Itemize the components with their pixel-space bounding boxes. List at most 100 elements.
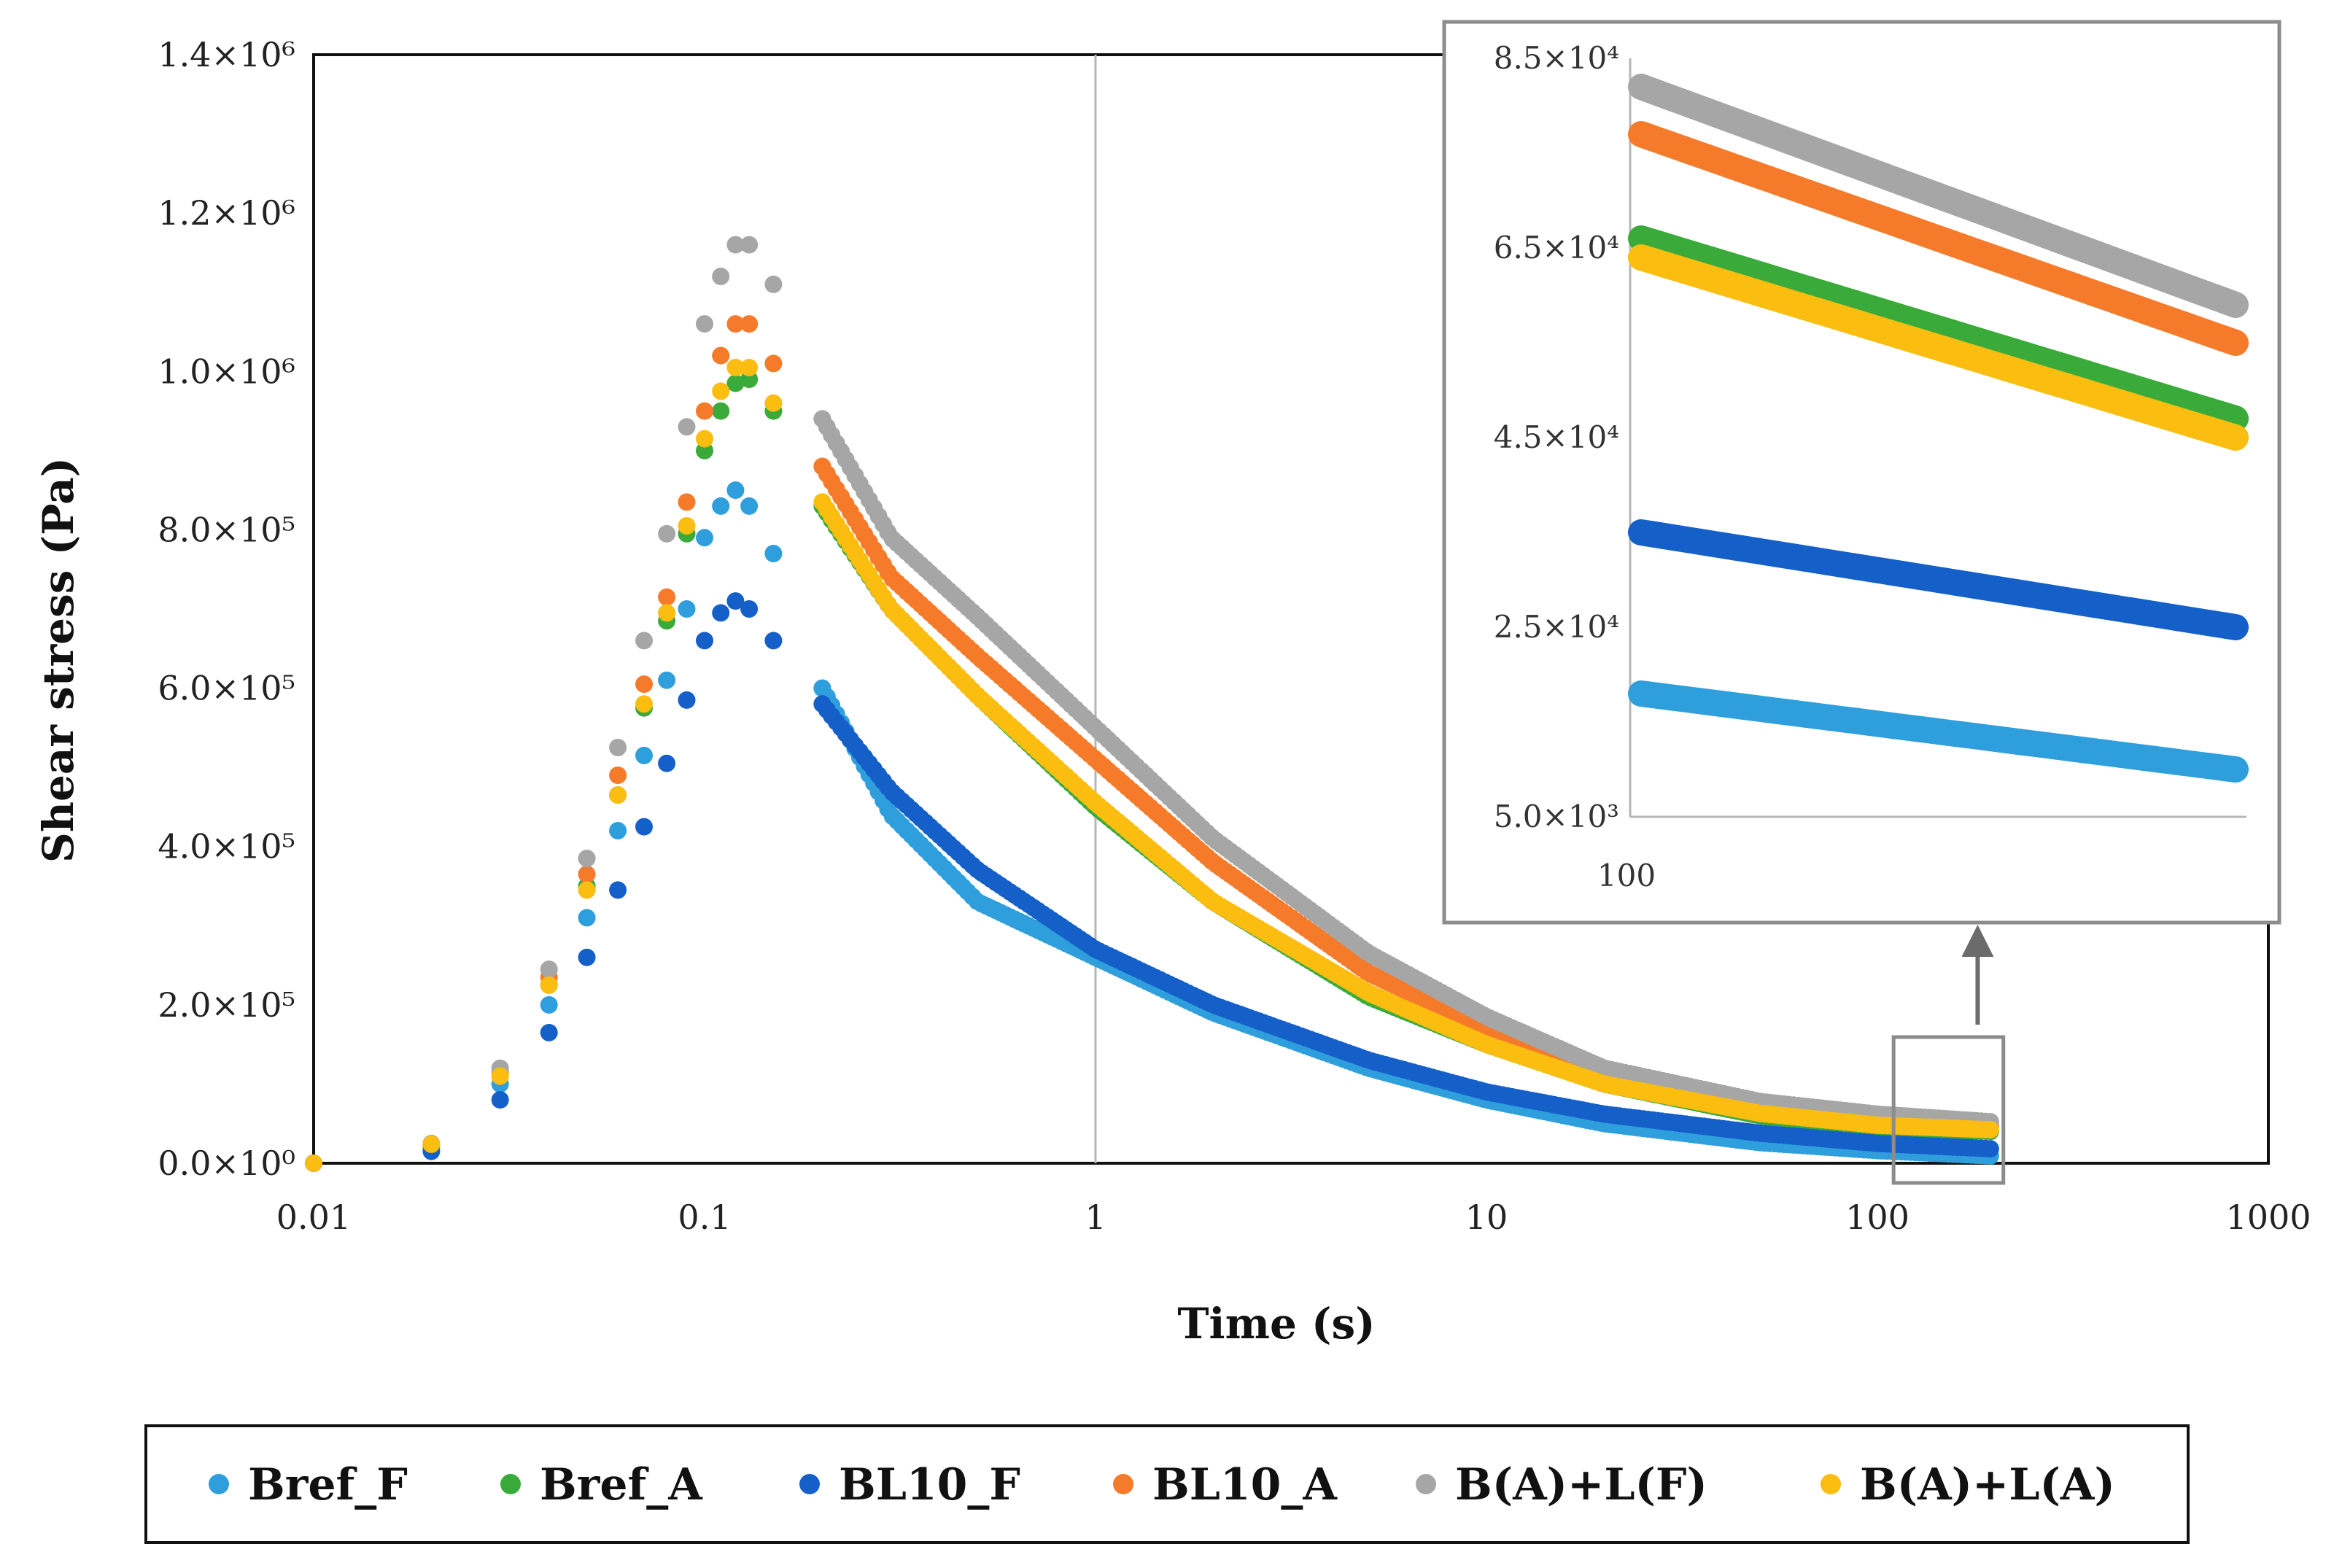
inset-band-B(A)+L(F) <box>1628 74 2249 318</box>
point-B(A)+L(F)-11 <box>726 236 745 254</box>
point-B(A)+L(A)-5 <box>609 786 627 804</box>
point-BL10_F-6 <box>635 818 653 836</box>
point-B(A)+L(A)-7 <box>658 604 676 622</box>
point-BL10_A-8 <box>678 493 696 511</box>
x-tick-label-0: 0.01 <box>276 1198 351 1237</box>
point-BL10_A-10 <box>712 346 730 365</box>
legend-label-BL10_F: BL10_F <box>839 1459 1020 1510</box>
point-B(A)+L(A)-9 <box>696 430 713 448</box>
inset-plot: 5.0×10³ 2.5×10⁴ 4.5×10⁴ 6.5×10⁴ 8.5×10⁴ 100 <box>1442 20 2281 925</box>
main-plot: 0.01 0.1 1 10 100 1000 0.0×10⁰ 2.0×10⁵ 4.0×10⁵ 6.… <box>158 35 2311 1237</box>
point-B(A)+L(A)-11 <box>726 358 745 376</box>
point-B(A)+L(F)-5 <box>609 739 627 756</box>
point-BL10_F-2 <box>491 1091 509 1109</box>
inset-y-tick-label-4: 8.5×10⁴ <box>1494 40 1619 76</box>
inset-series-BL10_A <box>1628 121 2249 356</box>
x-tick-label-2: 1 <box>1085 1198 1106 1237</box>
y-tick-label-1: 2.0×10⁵ <box>158 985 295 1025</box>
point-BL10_A-5 <box>609 766 627 784</box>
legend-frame <box>144 1424 2190 1544</box>
point-B(A)+L(A)-0 <box>305 1154 322 1172</box>
point-B(A)+L(F)-13 <box>764 275 783 293</box>
legend: Bref_F Bref_A BL10_F BL10_A B(A)+L(F) B(A)+L(… <box>144 1424 2190 1544</box>
point-BL10_F-8 <box>678 691 696 709</box>
point-B(A)+L(A)-2 <box>491 1067 509 1085</box>
point-BL10_A-4 <box>578 865 596 883</box>
inset-band-B(A)+L(A) <box>1628 244 2249 451</box>
inset-band-BL10_A <box>1628 121 2249 356</box>
inset-band-BL10_F <box>1628 519 2249 640</box>
point-B(A)+L(F)-6 <box>635 632 653 650</box>
point-BL10_F-5 <box>609 881 627 899</box>
point-B(A)+L(A)-4 <box>578 881 596 899</box>
inset-series-Bref_A <box>1628 225 2249 432</box>
y-tick-label-7: 1.4×10⁶ <box>158 35 295 74</box>
point-BL10_A-6 <box>635 675 653 694</box>
point-Bref_F-3 <box>540 995 558 1014</box>
inset-series-B(A)+L(A) <box>1628 244 2249 451</box>
point-B(A)+L(F)-12 <box>740 236 759 254</box>
point-Bref_F-7 <box>658 671 676 689</box>
inset-series-BL10_F <box>1628 519 2249 640</box>
inset-y-tick-label-3: 6.5×10⁴ <box>1494 230 1619 265</box>
inset-y-tick-label-0: 5.0×10³ <box>1494 799 1619 834</box>
point-B(A)+L(F)-10 <box>712 268 730 285</box>
point-BL10_F-4 <box>578 948 596 966</box>
legend-label-B(A)+L(F): B(A)+L(F) <box>1455 1459 1707 1510</box>
point-B(A)+L(F)-9 <box>696 315 713 333</box>
inset-x-tick-label-0: 100 <box>1597 858 1656 893</box>
inset-series-Bref_F <box>1628 680 2249 783</box>
legend-label-BL10_A: BL10_A <box>1152 1459 1338 1510</box>
point-B(A)+L(A)-12 <box>740 358 759 376</box>
point-BL10_F-10 <box>712 604 730 622</box>
point-BL10_F-7 <box>658 754 676 772</box>
point-Bref_F-6 <box>635 746 653 764</box>
inset-band-Bref_A <box>1628 225 2249 432</box>
point-B(A)+L(A)-1 <box>422 1135 441 1153</box>
point-B(A)+L(A)-6 <box>635 695 653 713</box>
point-B(A)+L(F)-3 <box>540 960 558 978</box>
legend-marker-Bref_A <box>500 1474 521 1494</box>
point-BL10_A-13 <box>764 354 783 373</box>
point-B(A)+L(A)-3 <box>540 976 558 994</box>
point-BL10_A-7 <box>658 588 676 606</box>
point-B(A)+L(F)-7 <box>658 524 676 543</box>
point-Bref_F-12 <box>740 497 759 515</box>
point-Bref_F-13 <box>764 545 783 562</box>
inset-y-tick-label-1: 2.5×10⁴ <box>1494 609 1619 645</box>
legend-marker-B(A)+L(A) <box>1821 1474 1841 1494</box>
point-BL10_F-9 <box>696 632 713 650</box>
x-axis-title: Time (s) <box>1177 1299 1375 1348</box>
y-tick-label-0: 0.0×10⁰ <box>158 1144 295 1183</box>
y-tick-label-6: 1.2×10⁶ <box>158 193 295 233</box>
y-tick-label-4: 8.0×10⁵ <box>158 510 295 549</box>
point-Bref_F-4 <box>578 909 596 927</box>
y-tick-label-3: 6.0×10⁵ <box>158 669 295 708</box>
point-B(A)+L(F)-4 <box>578 850 596 867</box>
point-Bref_F-9 <box>696 529 713 547</box>
x-tick-label-5: 1000 <box>2225 1198 2311 1237</box>
y-tick-label-5: 1.0×10⁶ <box>158 352 295 391</box>
series-BL10_F <box>305 592 1999 1172</box>
point-Bref_F-5 <box>609 822 627 839</box>
legend-marker-BL10_A <box>1113 1474 1133 1494</box>
point-B(A)+L(A)-8 <box>678 517 696 535</box>
x-tick-label-4: 100 <box>1845 1198 1910 1237</box>
legend-label-B(A)+L(A): B(A)+L(A) <box>1860 1459 2115 1510</box>
point-BL10_F-264 <box>1981 1140 1999 1158</box>
series-B(A)+L(A) <box>305 358 1999 1172</box>
inset-y-tick-label-2: 4.5×10⁴ <box>1494 419 1619 455</box>
point-BL10_F-12 <box>740 600 759 618</box>
point-BL10_A-12 <box>740 315 759 333</box>
y-axis-title: Shear stress (Pa) <box>34 457 83 863</box>
point-BL10_A-9 <box>696 402 713 420</box>
legend-marker-BL10_F <box>799 1474 820 1494</box>
zoom-box <box>1891 1035 2006 1185</box>
point-Bref_A-11 <box>726 374 745 392</box>
zoom-arrow-head <box>1961 925 1994 957</box>
legend-label-Bref_A: Bref_A <box>540 1459 703 1510</box>
point-B(A)+L(F)-8 <box>678 418 696 436</box>
point-BL10_F-3 <box>540 1023 558 1041</box>
point-B(A)+L(A)-10 <box>712 382 730 400</box>
